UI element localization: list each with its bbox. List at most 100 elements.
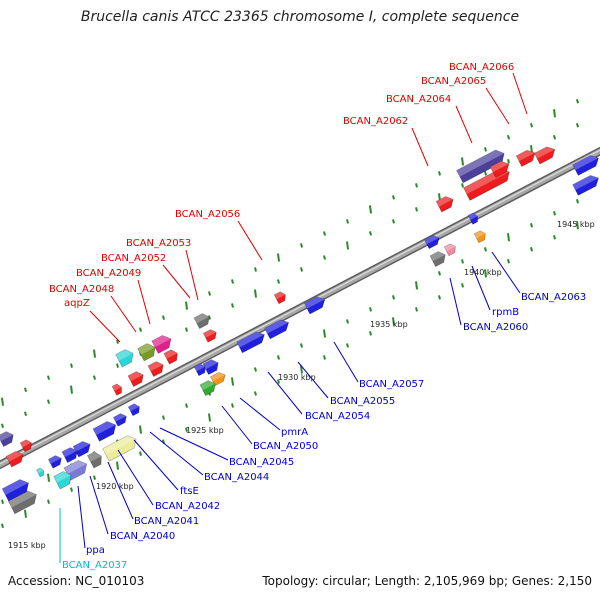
gene-arrow bbox=[72, 441, 91, 458]
gene-feature bbox=[61, 447, 78, 463]
gene-feature bbox=[5, 451, 24, 468]
gene-arrow bbox=[193, 363, 206, 377]
gene-arrow bbox=[147, 361, 164, 377]
gene-arrow-highlight bbox=[194, 363, 206, 372]
gene-label-bcan-a2056[interactable]: BCAN_A2056 bbox=[175, 209, 240, 220]
gene-arrow-highlight bbox=[436, 196, 454, 207]
tick-mark bbox=[576, 123, 579, 128]
gene-label-bcan-a2060[interactable]: BCAN_A2060 bbox=[463, 322, 528, 333]
tick-mark bbox=[415, 307, 418, 312]
gene-arrow-highlight bbox=[0, 431, 14, 442]
tick-mark bbox=[484, 147, 487, 152]
gene-arrow-highlight bbox=[264, 319, 289, 334]
tick-mark bbox=[231, 279, 234, 284]
tick-mark bbox=[415, 207, 418, 212]
gene-feature bbox=[473, 230, 486, 244]
gene-label-ppa[interactable]: ppa bbox=[86, 545, 105, 556]
leader-line bbox=[267, 371, 303, 415]
tick-mark bbox=[47, 399, 50, 404]
leader-line bbox=[485, 87, 510, 125]
tick-mark bbox=[392, 295, 395, 300]
tick-mark bbox=[576, 99, 579, 104]
tick-mark bbox=[185, 327, 188, 332]
tick-mark bbox=[277, 253, 280, 262]
gene-feature bbox=[456, 149, 505, 184]
gene-arrow-highlight bbox=[53, 471, 72, 483]
gene-arrow-highlight bbox=[468, 212, 478, 220]
tick-mark bbox=[484, 269, 487, 278]
gene-label-bcan-a2063[interactable]: BCAN_A2063 bbox=[521, 292, 586, 303]
gene-arrow bbox=[5, 451, 24, 468]
tick-mark bbox=[116, 339, 119, 344]
tick-mark bbox=[369, 307, 372, 312]
map-title: Brucella canis ATCC 23365 chromosome I, … bbox=[80, 9, 520, 25]
tick-mark bbox=[231, 403, 234, 408]
gene-arrow-highlight bbox=[8, 491, 37, 508]
gene-label-bcan-a2050[interactable]: BCAN_A2050 bbox=[253, 441, 318, 452]
gene-feature bbox=[115, 349, 134, 368]
leader-line bbox=[110, 295, 137, 333]
gene-feature bbox=[112, 413, 127, 427]
tick-mark bbox=[277, 355, 280, 360]
gene-label-bcan-a2041[interactable]: BCAN_A2041 bbox=[134, 516, 199, 527]
tick-mark bbox=[369, 231, 372, 236]
label-leader-lines bbox=[59, 72, 528, 563]
ruler-label: 1945 kbp bbox=[557, 220, 595, 229]
gene-arrow bbox=[202, 329, 217, 343]
tick-mark bbox=[576, 199, 579, 204]
gene-feature bbox=[424, 235, 440, 250]
gene-feature bbox=[72, 441, 91, 458]
ruler-label: 1915 kbp bbox=[8, 541, 46, 550]
gene-arrow bbox=[102, 435, 137, 462]
gene-arrow-highlight bbox=[20, 439, 32, 448]
gene-label-pmra[interactable]: pmrA bbox=[281, 427, 308, 438]
gene-label-ftse[interactable]: ftsE bbox=[180, 486, 199, 497]
gene-label-bcan-a2037[interactable]: BCAN_A2037 bbox=[62, 560, 127, 571]
tick-mark bbox=[208, 291, 211, 296]
gene-arrow bbox=[7, 490, 37, 515]
leader-line bbox=[471, 265, 491, 311]
gene-arrow-highlight bbox=[73, 441, 91, 452]
gene-label-bcan-a2042[interactable]: BCAN_A2042 bbox=[155, 501, 220, 512]
gene-label-bcan-a2062[interactable]: BCAN_A2062 bbox=[343, 116, 408, 127]
gene-label-bcan-a2054[interactable]: BCAN_A2054 bbox=[305, 411, 370, 422]
leader-line bbox=[239, 397, 281, 431]
gene-label-bcan-a2045[interactable]: BCAN_A2045 bbox=[229, 457, 294, 468]
gene-label-bcan-a2057[interactable]: BCAN_A2057 bbox=[359, 379, 424, 390]
gene-arrow bbox=[19, 439, 32, 453]
gene-label-bcan-a2064[interactable]: BCAN_A2064 bbox=[386, 94, 451, 105]
reverse-gene-labels: BCAN_A2063 rpmB BCAN_A2060 BCAN_A2057 BC… bbox=[62, 292, 586, 571]
gene-label-bcan-a2055[interactable]: BCAN_A2055 bbox=[330, 396, 395, 407]
tick-mark bbox=[438, 171, 441, 176]
leader-line bbox=[89, 475, 109, 535]
gene-label-rpmb[interactable]: rpmB bbox=[492, 307, 519, 318]
gene-feature bbox=[1, 479, 29, 502]
gene-arrow-highlight bbox=[151, 335, 171, 348]
gene-arrow bbox=[273, 291, 286, 305]
tick-mark bbox=[346, 319, 349, 324]
gene-arrow bbox=[127, 371, 144, 387]
gene-label-aqpz[interactable]: aqpZ bbox=[64, 298, 90, 309]
gene-label-bcan-a2040[interactable]: BCAN_A2040 bbox=[110, 531, 175, 542]
gene-feature bbox=[572, 175, 599, 196]
gene-arrow bbox=[87, 451, 102, 469]
leader-line bbox=[449, 277, 462, 326]
tick-mark bbox=[93, 349, 96, 358]
gene-arrow bbox=[572, 175, 599, 196]
tick-mark bbox=[93, 475, 96, 480]
gene-label-bcan-a2044[interactable]: BCAN_A2044 bbox=[204, 472, 269, 483]
gene-arrow bbox=[572, 155, 599, 176]
tick-mark bbox=[576, 221, 579, 230]
tick-mark bbox=[553, 135, 556, 140]
gene-label-bcan-a2053[interactable]: BCAN_A2053 bbox=[126, 238, 191, 249]
gene-feature bbox=[533, 146, 556, 165]
gene-label-bcan-a2052[interactable]: BCAN_A2052 bbox=[101, 253, 166, 264]
gene-label-bcan-a2066[interactable]: BCAN_A2066 bbox=[449, 62, 514, 73]
gene-label-bcan-a2049[interactable]: BCAN_A2049 bbox=[76, 268, 141, 279]
gene-label-bcan-a2065[interactable]: BCAN_A2065 bbox=[421, 76, 486, 87]
gene-arrow bbox=[489, 160, 510, 178]
gene-feature bbox=[435, 196, 454, 213]
gene-arrow-highlight bbox=[102, 435, 137, 455]
gene-feature bbox=[163, 349, 178, 365]
gene-label-bcan-a2048[interactable]: BCAN_A2048 bbox=[49, 284, 114, 295]
